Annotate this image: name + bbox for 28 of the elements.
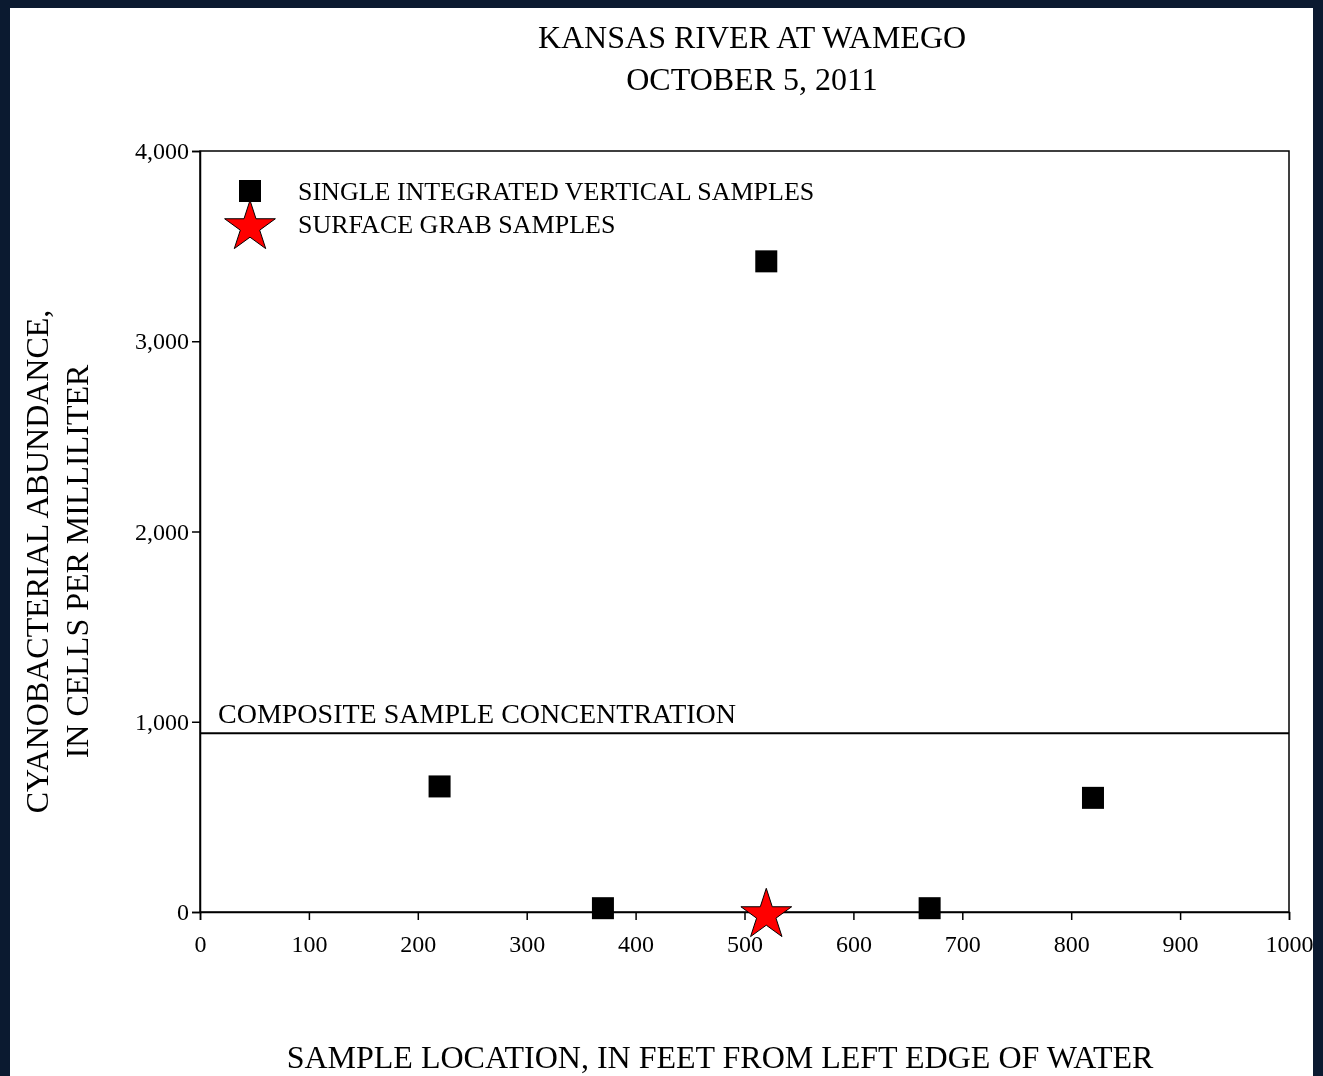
x-tick-label: 500 [727, 930, 763, 957]
x-tick-label: 0 [194, 930, 207, 957]
y-axis-title: CYANOBACTERIAL ABUNDANCE, IN CELLS PER MILLILITER [19, 309, 95, 814]
y-tick-label: 2,000 [135, 518, 189, 545]
point [740, 887, 793, 938]
chart-title: KANSAS RIVER AT WAMEGO OCTOBER 5, 2011 [537, 19, 967, 97]
x-tick-label: 200 [400, 930, 437, 957]
point [428, 775, 451, 798]
point [1081, 786, 1104, 809]
x-tick-label: 900 [1162, 930, 1199, 957]
x-tick-label: 700 [944, 930, 981, 957]
x-tick-label: 800 [1053, 930, 1090, 957]
y-tick-label: 1,000 [135, 708, 189, 735]
x-tick-label: 1000 [1265, 930, 1314, 957]
y-tick-label: 0 [177, 899, 189, 926]
x-axis-title: SAMPLE LOCATION, IN FEET FROM LEFT EDGE OF WATER [286, 1039, 1155, 1075]
y-tick-label: 3,000 [135, 328, 189, 355]
x-tick-label: 300 [509, 930, 546, 957]
legend-label: SURFACE GRAB SAMPLES [298, 210, 616, 239]
x-tick-label: 600 [835, 930, 872, 957]
x-tick-label: 100 [291, 930, 328, 957]
point [755, 250, 778, 273]
point [591, 897, 614, 920]
point [918, 897, 941, 920]
legend-label: SINGLE INTEGRATED VERTICAL SAMPLES [298, 177, 815, 206]
y-tick-label: 4,000 [135, 138, 189, 165]
ref-line-label: COMPOSITE SAMPLE CONCENTRATION [218, 698, 737, 730]
x-tick-label: 400 [618, 930, 655, 957]
